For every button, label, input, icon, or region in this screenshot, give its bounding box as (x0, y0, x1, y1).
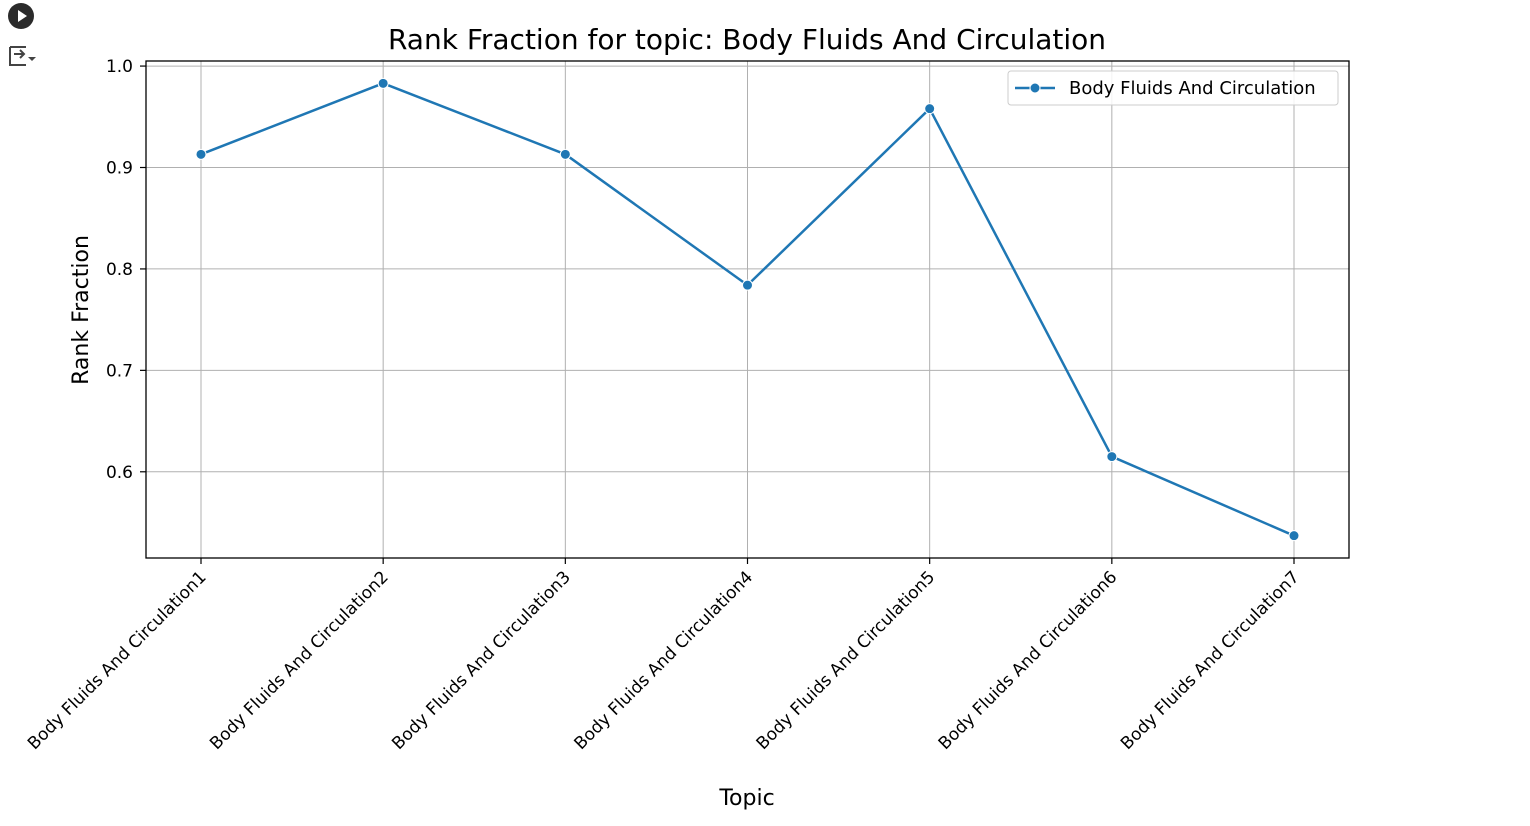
legend-marker-swatch (1029, 82, 1041, 94)
x-tick-label: Body Fluids And Circulation5 (753, 567, 940, 754)
x-tick-label: Body Fluids And Circulation4 (570, 567, 757, 754)
output-toggle-icon (9, 46, 36, 66)
x-axis-label: Topic (718, 786, 774, 811)
y-axis-label: Rank Fraction (69, 235, 94, 385)
x-tick-label: Body Fluids And Circulation3 (388, 567, 575, 754)
x-tick-label: Body Fluids And Circulation6 (935, 567, 1122, 754)
run-cell-button[interactable] (8, 3, 34, 29)
y-axis-ticks: 0.6 0.7 0.8 0.9 1.0 (106, 57, 146, 483)
output-toggle-button[interactable] (8, 43, 38, 69)
x-tick-label: Body Fluids And Circulation7 (1117, 567, 1304, 754)
chart-title: Rank Fraction for topic: Body Fluids And… (388, 23, 1106, 56)
data-point-marker (742, 279, 753, 291)
data-point-marker (377, 77, 389, 89)
y-tick-label: 0.9 (106, 159, 133, 179)
grid-lines (146, 61, 1349, 558)
x-tick-label: Body Fluids And Circulation2 (206, 567, 393, 754)
data-point-marker (559, 148, 571, 160)
y-tick-label: 1.0 (106, 57, 133, 77)
y-tick-label: 0.7 (106, 361, 133, 381)
x-tick-label: Body Fluids And Circulation1 (24, 567, 211, 754)
chart-legend: Body Fluids And Circulation (1007, 70, 1339, 106)
data-point-marker (1288, 530, 1300, 542)
legend-entry-label: Body Fluids And Circulation (1069, 78, 1316, 99)
data-point-marker (1106, 451, 1118, 463)
data-point-marker (924, 103, 936, 115)
data-point-marker (195, 148, 207, 160)
y-tick-label: 0.8 (106, 260, 133, 280)
y-tick-label: 0.6 (106, 463, 133, 483)
series-line-group (195, 77, 1300, 542)
legend-box (1007, 70, 1339, 106)
cell-gutter (0, 0, 46, 826)
